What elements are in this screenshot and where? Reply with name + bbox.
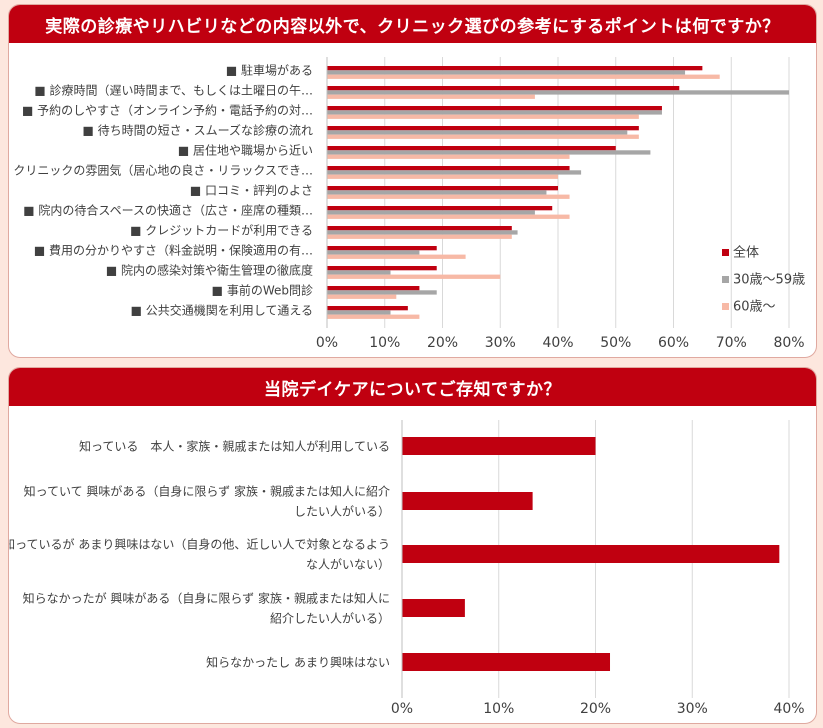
bar [327,134,639,139]
legend-swatch [722,303,729,310]
legend-label: 全体 [733,245,759,261]
chart-daycare-awareness: 0% 10% 20% 30% 40% 知っている 本人・家族・親戚または知人が利用している… [9,420,805,717]
bar [327,266,437,271]
x-tick-label: 80% [773,335,804,351]
bar [327,270,391,275]
bar [327,294,397,299]
bar [327,146,616,151]
x-tick-label: 40% [542,335,573,351]
x-tick-label: 10% [369,335,400,351]
chart-title: 実際の診療やリハビリなどの内容以外で、クリニック選びの参考にするポイントは何です… [9,5,816,43]
bar [327,166,570,171]
x-tick-label: 0% [391,701,413,717]
bar [327,110,662,115]
category-label: したい人がいる） [294,504,390,519]
category-label: ■ 院内の感染対策や衛生管理の徹底度 [106,263,313,278]
category-label: な人がいない） [306,557,390,572]
category-label: ■ 診療時間（遅い時間まで、もしくは土曜日の午… [34,83,313,98]
bar [327,126,639,131]
category-label: 知っている 本人・家族・親戚または知人が利用している [79,439,390,454]
category-label: ■ クリニックの雰囲気（居心地の良さ・リラックスでき… [9,163,313,178]
bar [327,310,391,315]
bar [327,130,628,135]
bar [327,206,553,211]
bar [327,314,420,319]
bar [327,106,662,111]
category-label: ■ 口コミ・評判のよさ [190,183,313,198]
bar [327,66,703,71]
bar [327,290,437,295]
category-label: ■ 居住地や職場から近い [178,144,313,158]
bar [327,86,680,91]
x-tick-label: 60% [658,335,689,351]
bar [327,150,651,155]
x-tick-label: 70% [716,335,747,351]
category-label: 紹介したい人がいる） [270,611,390,626]
legend-swatch [722,276,729,283]
bar [327,114,639,119]
bar [327,250,420,255]
bar [327,74,720,79]
x-tick-label: 20% [427,335,458,351]
x-tick-label: 10% [483,701,514,717]
bar [327,246,437,251]
legend-label: 60歳～ [733,300,776,315]
bar [327,230,518,235]
category-label: 知らなかったし あまり興味はない [206,656,390,670]
x-tick-label: 40% [773,701,804,717]
bar [327,174,558,179]
bar [327,154,570,159]
category-label: 知っていて 興味がある（自身に限らず 家族・親戚または知人に紹介 [24,484,390,499]
bar [327,70,686,75]
category-label: ■ 予約のしやすさ（オンライン予約・電話予約の対… [22,103,313,118]
bar [327,286,420,291]
bar [402,545,780,563]
chart-panel-daycare: 当院デイケアについてご存知ですか？ 0% 10% 20% 30% 40% 知っている 本人… [8,367,817,724]
category-label: ■ クレジットカードが利用できる [130,223,313,238]
x-tick-label: 0% [316,335,338,351]
category-label: ■ 待ち時間の短さ・スムーズな診療の流れ [82,123,313,138]
bar [327,170,582,175]
x-tick-label: 30% [677,701,708,717]
category-label: ■ 事前のWeb問診 [212,283,313,298]
bar [402,437,596,455]
x-tick-label: 20% [580,701,611,717]
bar [327,190,547,195]
chart-panel-clinic-points: 実際の診療やリハビリなどの内容以外で、クリニック選びの参考にするポイントは何です… [8,4,817,358]
category-label: ■ 院内の待合スペースの快適さ（広さ・座席の種類… [23,203,313,218]
bar [327,94,535,99]
chart-title: 当院デイケアについてご存知ですか？ [9,368,816,406]
bar [402,492,533,510]
bar [327,210,535,215]
bar [402,653,611,671]
category-label: ■ 費用の分かりやすさ（料金説明・保険適用の有… [34,243,313,258]
legend-label: 30歳～59歳 [733,273,805,288]
bar [327,194,570,199]
chart-clinic-points: 0% 10% 20% 30% 40% 50% 60% 70% 80% ■ 駐車場がある ■ 診療時間… [9,57,805,351]
legend-swatch [722,249,729,256]
category-label: ■ 公共交通機関を利用して通える [131,303,313,318]
category-label: ■ 駐車場がある [226,63,313,78]
bar [402,599,465,617]
bar [327,234,512,239]
bar [327,90,789,95]
bar [327,254,466,259]
bar [327,306,408,311]
x-tick-label: 30% [485,335,516,351]
bar [327,226,512,231]
category-label: 知らなかったが 興味がある（自身に限らず 家族・親戚または知人に [23,591,390,606]
bar [327,274,501,279]
x-tick-label: 50% [600,335,631,351]
category-label: 知っているが あまり興味はない（自身の他、近しい人で対象となるよう [9,537,390,552]
bar [327,214,570,219]
bar [327,186,558,191]
